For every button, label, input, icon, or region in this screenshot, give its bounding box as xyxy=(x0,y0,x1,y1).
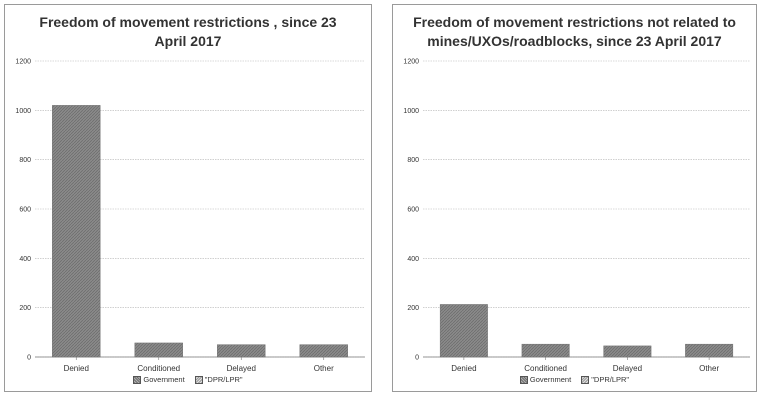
legend-swatch-dpr-lpr xyxy=(194,376,203,385)
bar-delayed xyxy=(603,345,652,358)
y-tick-label: 1000 xyxy=(15,108,31,115)
x-category-label: Delayed xyxy=(227,364,256,373)
y-tick-label: 400 xyxy=(407,256,419,263)
bar-other xyxy=(299,344,348,358)
chart-panel-left: Freedom of movement restrictions , since… xyxy=(4,4,372,392)
x-category-label: Other xyxy=(314,364,334,373)
x-category-label: Conditioned xyxy=(137,364,180,373)
legend-swatch-government xyxy=(133,376,142,385)
y-tick-label: 0 xyxy=(415,355,419,362)
legend-label-dpr-lpr: "DPR/LPR" xyxy=(591,375,630,384)
legend-swatch-dpr-lpr xyxy=(581,376,590,385)
legend-item-government: Government xyxy=(519,375,572,385)
y-tick-label: 600 xyxy=(19,207,31,214)
x-category-label: Other xyxy=(699,364,719,373)
legend-label-government: Government xyxy=(529,375,572,384)
y-tick-label: 400 xyxy=(19,256,31,263)
chart-legend: Government "DPR/LPR" xyxy=(393,375,756,385)
y-tick-label: 600 xyxy=(407,207,419,214)
y-tick-label: 200 xyxy=(19,305,31,312)
legend-label-dpr-lpr: "DPR/LPR" xyxy=(204,375,243,384)
y-tick-label: 1000 xyxy=(403,108,419,115)
x-category-label: Denied xyxy=(64,364,89,373)
bar-other xyxy=(685,343,734,358)
chart-title: Freedom of movement restrictions , since… xyxy=(39,14,337,49)
legend-swatch-government xyxy=(519,376,528,385)
legend-label-government: Government xyxy=(143,375,185,384)
bar-denied xyxy=(439,304,488,358)
bar-conditioned xyxy=(134,342,183,358)
y-tick-label: 1200 xyxy=(403,59,419,66)
chart-title: Freedom of movement restrictions not rel… xyxy=(413,14,736,49)
y-tick-label: 1200 xyxy=(15,59,31,66)
y-tick-label: 0 xyxy=(27,355,31,362)
chart-legend: Government "DPR/LPR" xyxy=(5,375,371,385)
bar-chart-left: 0 200 400 600 800 1000 1200 Denied Conditioned De… xyxy=(15,59,365,373)
bar-delayed xyxy=(217,344,266,358)
chart-panel-right: Freedom of movement restrictions not rel… xyxy=(392,4,757,392)
x-category-label: Conditioned xyxy=(524,364,567,373)
bar-chart-right: 0 200 400 600 800 1000 1200 Denied Conditioned De… xyxy=(403,59,750,373)
legend-item-dpr-lpr: "DPR/LPR" xyxy=(194,375,243,385)
y-tick-label: 800 xyxy=(407,157,419,164)
bar-denied xyxy=(52,105,101,358)
legend-item-government: Government xyxy=(133,375,185,385)
bar-conditioned xyxy=(521,343,570,358)
y-tick-label: 200 xyxy=(407,305,419,312)
legend-item-dpr-lpr: "DPR/LPR" xyxy=(581,375,630,385)
y-tick-label: 800 xyxy=(19,157,31,164)
x-category-label: Denied xyxy=(451,364,476,373)
x-category-label: Delayed xyxy=(613,364,642,373)
